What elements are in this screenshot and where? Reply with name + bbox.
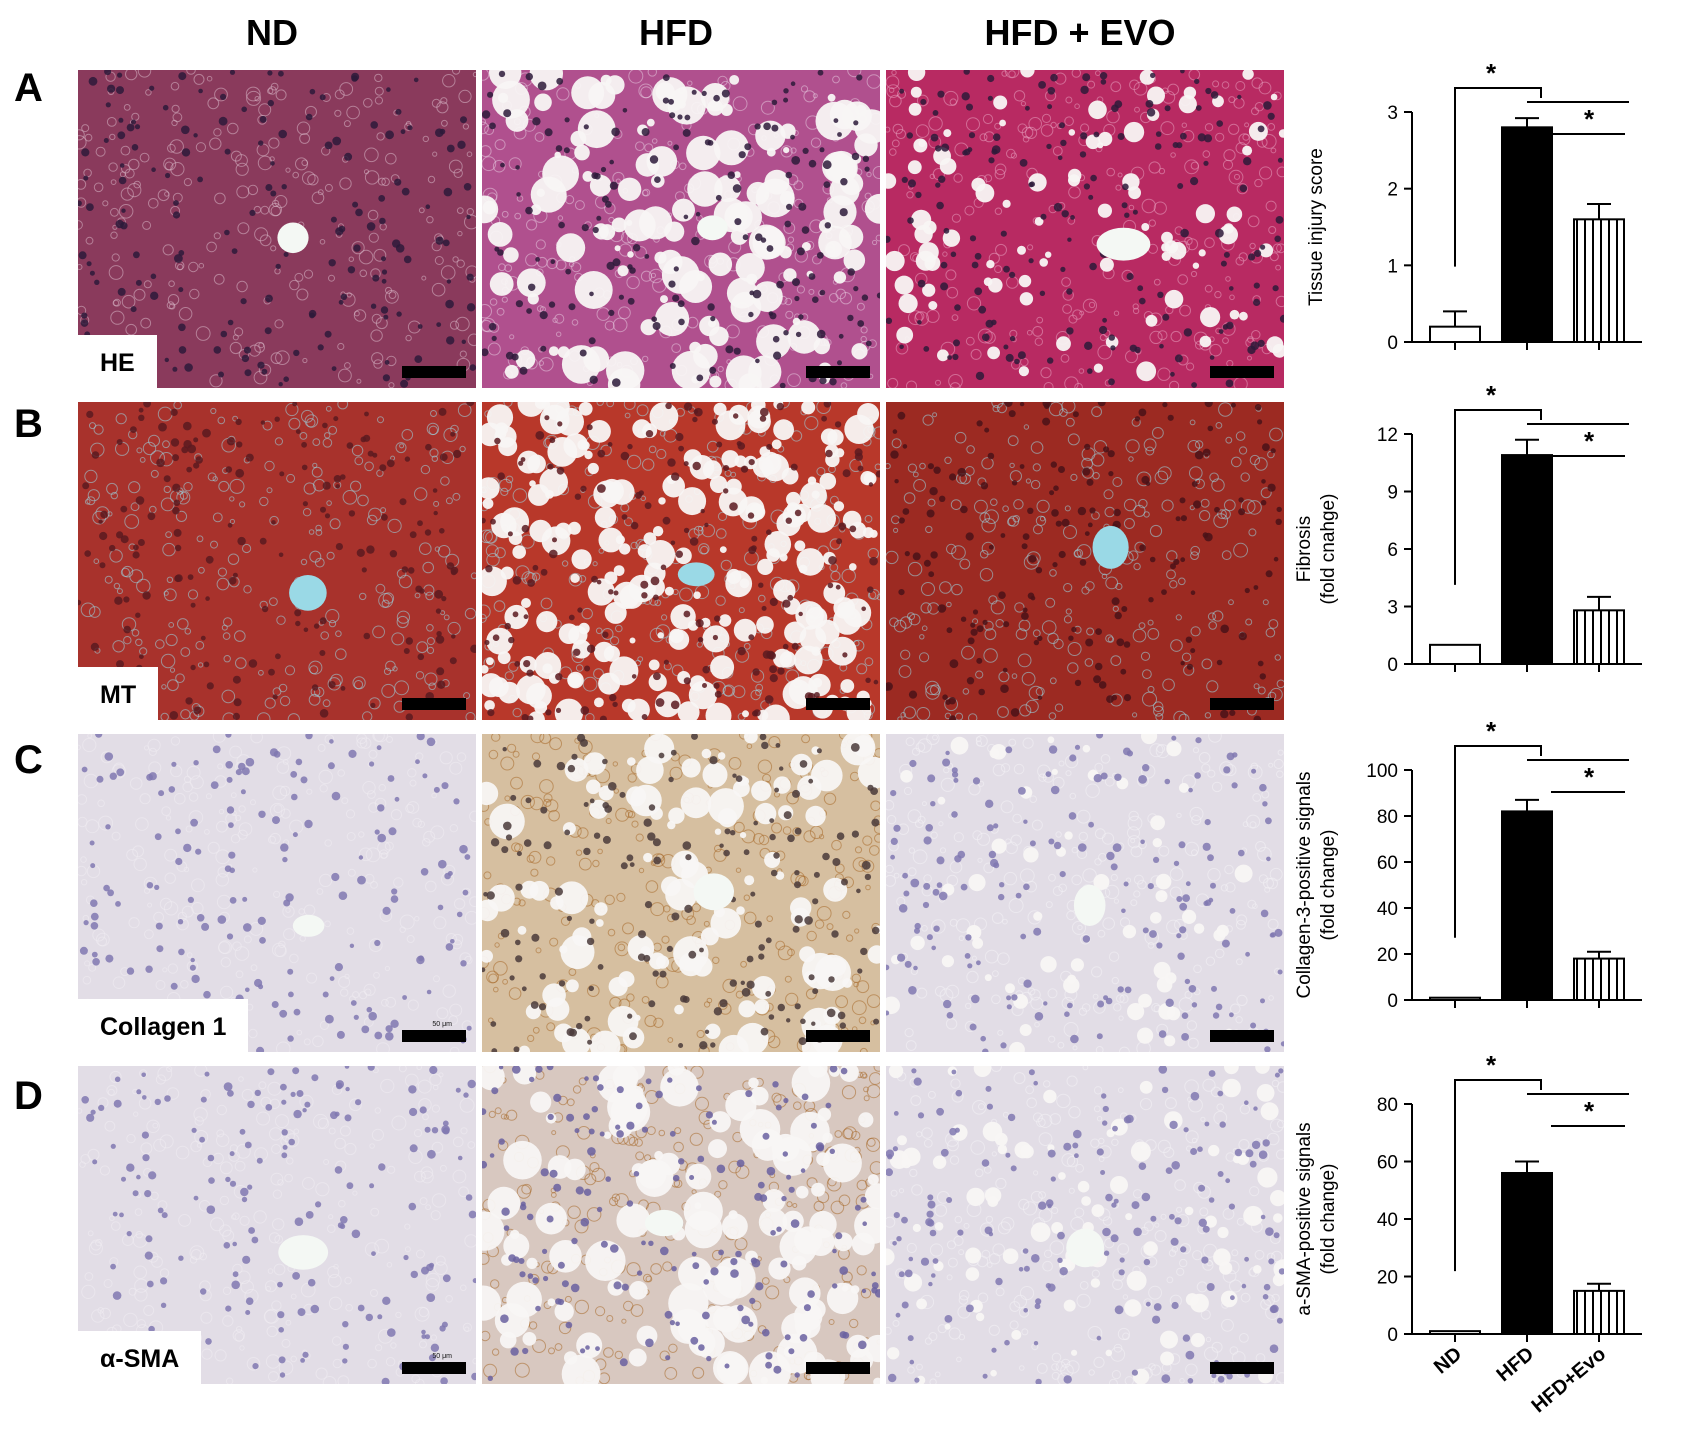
micrograph-a-hfd [482, 70, 880, 388]
bar-chart-d: a-SMA-positive signals (fold change) 0 20 40… [1262, 1050, 1682, 1442]
bar-nd [1429, 325, 1481, 343]
bar-hfd-evo [1573, 1289, 1625, 1335]
bar-chart-b: Fibrosis (fold cnahge) 0 3 6 9 12 * * [1262, 380, 1682, 692]
y-axis-label: a-SMA-positive signals [1294, 1122, 1315, 1315]
y-axis-label: Collagen-3-positive signals [1294, 771, 1315, 998]
y-tick-label: 3 [1387, 103, 1398, 124]
y-tick-label: 0 [1387, 1325, 1398, 1346]
bar-hfd [1501, 126, 1553, 344]
y-tick-label: 6 [1387, 540, 1398, 561]
x-tick-label: ND [1430, 1343, 1466, 1378]
significance-star: * [1486, 60, 1497, 88]
bar-hfd-evo [1573, 609, 1625, 665]
micrograph-b-nd: MT [78, 402, 476, 720]
y-tick-label: 1 [1387, 256, 1398, 277]
bar-nd [1429, 996, 1481, 1002]
significance-bracket [1454, 87, 1542, 267]
stain-label-b: MT [78, 667, 159, 720]
row-letter-b: B [14, 402, 43, 446]
bar-chart-a: Tissue injury score 0 1 2 3 * * [1262, 58, 1682, 370]
y-axis-label-units: (fold change) [1318, 1164, 1339, 1275]
row-letter-d: D [14, 1074, 43, 1118]
significance-star: * [1584, 762, 1595, 792]
micrograph-c-hfd-evo [886, 734, 1284, 1052]
y-tick-label: 0 [1387, 333, 1398, 354]
y-tick-label: 60 [1377, 853, 1398, 874]
significance-bracket [1454, 409, 1542, 585]
significance-star: * [1584, 426, 1595, 456]
bar-hfd-evo [1573, 957, 1625, 1002]
x-tick-label: HFD [1493, 1343, 1539, 1386]
y-tick-label: 2 [1387, 180, 1398, 201]
y-tick-label: 0 [1387, 655, 1398, 676]
micrograph-b-hfd [482, 402, 880, 720]
micrograph-a-nd: HE [78, 70, 476, 388]
stain-label-d: α-SMA [78, 1331, 202, 1384]
y-tick-label: 9 [1387, 483, 1398, 504]
micrograph-c-nd: 50 μm Collagen 1 [78, 734, 476, 1052]
y-axis-label-units: (fold cnahge) [1318, 494, 1339, 605]
row-letter-c: C [14, 738, 43, 782]
micrograph-d-hfd [482, 1066, 880, 1384]
column-header-hfd: HFD [639, 12, 713, 53]
scale-bar [402, 366, 466, 378]
bar-nd [1429, 1330, 1481, 1335]
significance-star: * [1486, 1052, 1497, 1080]
micrograph-d-hfd-evo [886, 1066, 1284, 1384]
significance-bracket [1454, 1079, 1542, 1272]
y-tick-label: 80 [1377, 1095, 1398, 1116]
micrograph-a-hfd-evo [886, 70, 1284, 388]
micrograph-c-hfd [482, 734, 880, 1052]
micrograph-b-hfd-evo [886, 402, 1284, 720]
scale-bar [1210, 1030, 1274, 1042]
scale-bar [1210, 1362, 1274, 1374]
significance-bracket [1454, 745, 1542, 938]
bar-hfd [1501, 810, 1553, 1002]
scale-bar [806, 366, 870, 378]
bar-chart-c: Collagen-3-positive signals (fold change)… [1262, 716, 1682, 1028]
scale-bar [1210, 366, 1274, 378]
y-tick-label: 80 [1377, 807, 1398, 828]
scale-bar-text: 50 μm [432, 1353, 452, 1360]
significance-star: * [1486, 382, 1497, 410]
significance-star: * [1584, 1096, 1595, 1126]
scale-bar [402, 1362, 466, 1374]
y-tick-label: 60 [1377, 1153, 1398, 1174]
column-header-nd: ND [246, 12, 298, 53]
x-tick-label: HFD+Evo [1528, 1343, 1611, 1417]
row-letter-a: A [14, 66, 43, 110]
y-tick-label: 40 [1377, 899, 1398, 920]
y-tick-label: 0 [1387, 991, 1398, 1012]
micrograph-d-nd: 50 μm α-SMA [78, 1066, 476, 1384]
column-header-hfd-evo: HFD + EVO [984, 12, 1176, 53]
y-tick-label: 12 [1377, 425, 1398, 446]
scale-bar [402, 1030, 466, 1042]
bar-hfd [1501, 454, 1553, 666]
significance-star: * [1584, 104, 1595, 134]
bar-hfd-evo [1573, 218, 1625, 343]
y-tick-label: 40 [1377, 1210, 1398, 1231]
y-tick-label: 100 [1366, 761, 1398, 782]
scale-bar [806, 698, 870, 710]
y-axis-label-units: (fold change) [1318, 830, 1339, 941]
y-axis-label: Fibrosis [1294, 516, 1315, 583]
y-tick-label: 20 [1377, 945, 1398, 966]
scale-bar [1210, 698, 1274, 710]
y-tick-label: 3 [1387, 598, 1398, 619]
scale-bar [806, 1030, 870, 1042]
scale-bar-text: 50 μm [432, 1021, 452, 1028]
bar-nd [1429, 643, 1481, 666]
bar-hfd [1501, 1172, 1553, 1335]
scale-bar [806, 1362, 870, 1374]
y-tick-label: 20 [1377, 1268, 1398, 1289]
y-axis-label: Tissue injury score [1306, 148, 1327, 306]
significance-star: * [1486, 718, 1497, 746]
stain-label-c: Collagen 1 [78, 999, 249, 1052]
stain-label-a: HE [78, 335, 157, 388]
scale-bar [402, 698, 466, 710]
